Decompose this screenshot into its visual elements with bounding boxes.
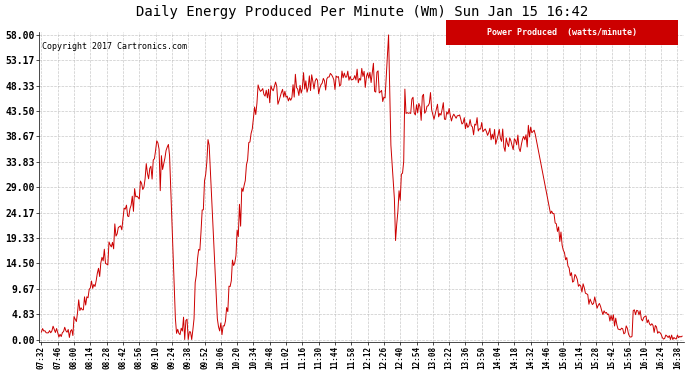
Title: Daily Energy Produced Per Minute (Wm) Sun Jan 15 16:42: Daily Energy Produced Per Minute (Wm) Su…: [136, 5, 588, 19]
Text: Copyright 2017 Cartronics.com: Copyright 2017 Cartronics.com: [42, 42, 187, 51]
